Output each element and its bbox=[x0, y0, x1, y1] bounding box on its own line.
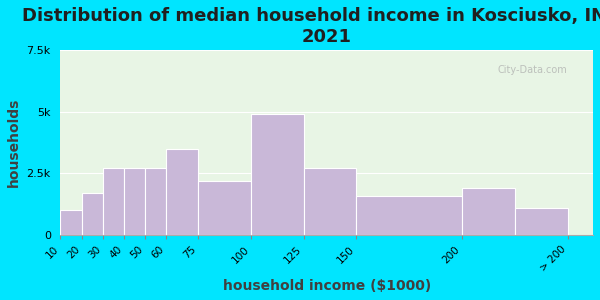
Bar bbox=[304, 169, 356, 235]
Bar bbox=[251, 114, 304, 235]
Bar bbox=[198, 181, 251, 235]
Bar bbox=[145, 169, 166, 235]
Y-axis label: households: households bbox=[7, 98, 21, 187]
Bar bbox=[515, 208, 568, 235]
Title: Distribution of median household income in Kosciusko, IN in
2021: Distribution of median household income … bbox=[22, 7, 600, 46]
Bar bbox=[462, 188, 515, 235]
Bar bbox=[61, 210, 82, 235]
Bar bbox=[103, 169, 124, 235]
Text: City-Data.com: City-Data.com bbox=[497, 65, 567, 75]
Bar bbox=[82, 193, 103, 235]
X-axis label: household income ($1000): household income ($1000) bbox=[223, 279, 431, 293]
Bar bbox=[124, 169, 145, 235]
Bar bbox=[356, 196, 462, 235]
Bar bbox=[166, 149, 198, 235]
